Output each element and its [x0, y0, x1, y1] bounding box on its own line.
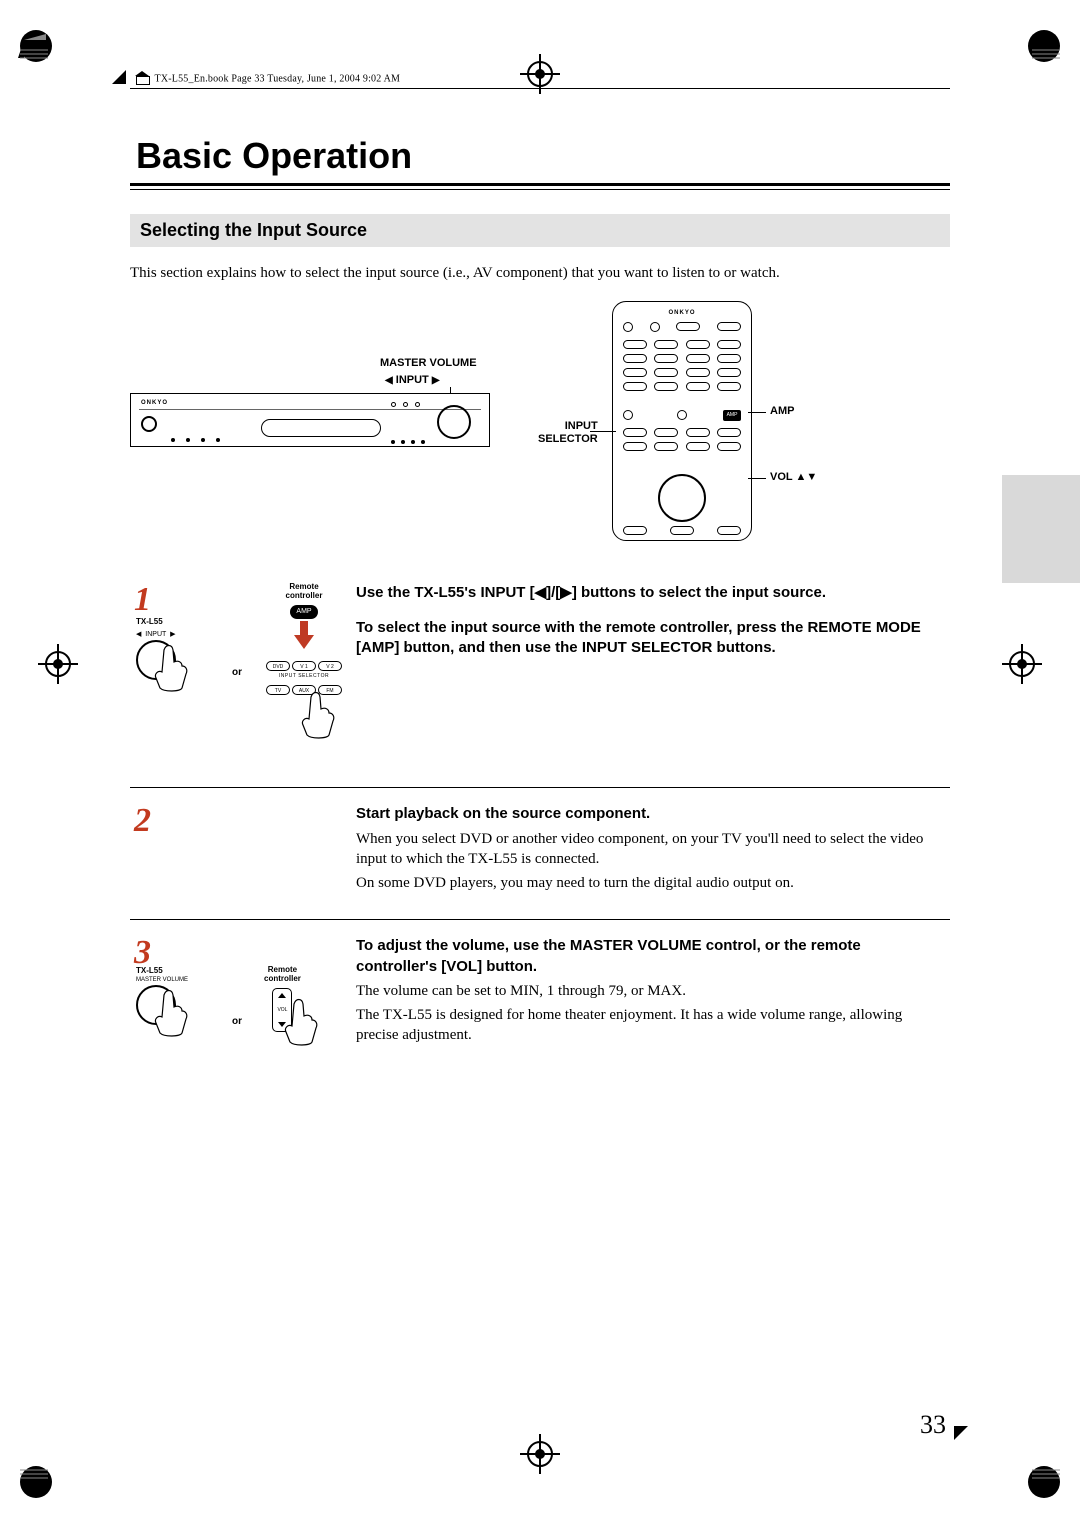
registration-mark-bottom [520, 1434, 560, 1474]
step-3-p1: The volume can be set to MIN, 1 through … [356, 981, 946, 1001]
page-edge-tab [1002, 475, 1080, 583]
hand-icon [150, 644, 188, 692]
page-number: 33 [920, 1410, 946, 1440]
arrow-down-icon [294, 621, 314, 649]
crop-mark-tr [1012, 28, 1062, 78]
leader-line-sel [590, 431, 616, 432]
page-title: Basic Operation [136, 135, 950, 177]
crop-mark-br [1012, 1450, 1062, 1500]
step-2-p2: On some DVD players, you may need to tur… [356, 873, 946, 893]
crop-mark-tl [18, 28, 68, 78]
intro-text: This section explains how to select the … [130, 263, 950, 283]
label-amp: AMP [770, 405, 794, 418]
input-selector-label: INPUT SELECTOR [260, 673, 348, 679]
label-master-volume: MASTER VOLUME [380, 357, 477, 370]
step-2-p1: When you select DVD or another video com… [356, 829, 946, 870]
frame-arrow-tl [112, 70, 126, 84]
remote-btn-tv: TV [266, 685, 290, 695]
step-3-device: TX-L55 MASTER VOLUME [136, 966, 188, 1030]
or-text: or [232, 667, 242, 678]
diagram: MASTER VOLUME ◀ INPUT ▶ ONKYO [130, 301, 950, 561]
label-input-selector: INPUT SELECTOR [538, 420, 598, 445]
step-1: 1 TX-L55 ◀ INPUT ▶ or Remote [130, 567, 950, 787]
label-input: ◀ INPUT ▶ [385, 374, 440, 387]
or-text: or [232, 1016, 242, 1027]
remote-btn-v1: V 1 [292, 661, 316, 671]
leader-line-vol [748, 478, 766, 479]
crop-mark-bl [18, 1450, 68, 1500]
running-head-text: TX-L55_En.book Page 33 Tuesday, June 1, … [155, 73, 401, 84]
section-heading: Selecting the Input Source [130, 214, 950, 247]
remote-btn-dvd: DVD [266, 661, 290, 671]
hand-icon [280, 998, 318, 1046]
step-2-bold: Start playback on the source component. [356, 804, 946, 824]
step-1-instruction-1: Use the TX-L55's INPUT [◀]/[▶] buttons t… [356, 583, 946, 603]
label-vol: VOL ▲▼ [770, 471, 817, 484]
amp-chip: AMP [290, 605, 318, 619]
leader-line-amp [748, 412, 766, 413]
amp-button-highlight: AMP [723, 410, 741, 421]
step-3-remote: Remote controller VOL [264, 966, 301, 1037]
hand-icon [150, 989, 188, 1037]
step-2-number: 2 [134, 804, 356, 838]
book-icon [136, 73, 148, 85]
registration-mark-right [1002, 644, 1042, 684]
step-1-device: TX-L55 ◀ INPUT ▶ [136, 617, 231, 685]
title-rule [130, 183, 950, 190]
running-head: TX-L55_En.book Page 33 Tuesday, June 1, … [130, 70, 950, 89]
step-3-bold: To adjust the volume, use the MASTER VOL… [356, 936, 946, 977]
hand-icon [297, 691, 335, 739]
remote-btn-v2: V 2 [318, 661, 342, 671]
step-1-instruction-2: To select the input source with the remo… [356, 618, 946, 659]
step-1-remote: Remote controller AMP DVDV 1V 2 INPUT SE… [260, 583, 348, 739]
brand-text: ONKYO [141, 400, 168, 406]
frame-arrow-br [954, 1426, 968, 1440]
step-3: 3 TX-L55 MASTER VOLUME or Remote [130, 919, 950, 1071]
step-3-number: 3 [134, 936, 356, 970]
receiver-illustration: ONKYO [130, 393, 490, 447]
step-3-p2: The TX-L55 is designed for home theater … [356, 1005, 946, 1046]
registration-mark-left [38, 644, 78, 684]
steps-list: 1 TX-L55 ◀ INPUT ▶ or Remote [130, 567, 950, 1071]
step-2: 2 Start playback on the source component… [130, 787, 950, 919]
remote-illustration: ONKYO AMP [612, 301, 752, 541]
remote-brand: ONKYO [668, 310, 695, 316]
